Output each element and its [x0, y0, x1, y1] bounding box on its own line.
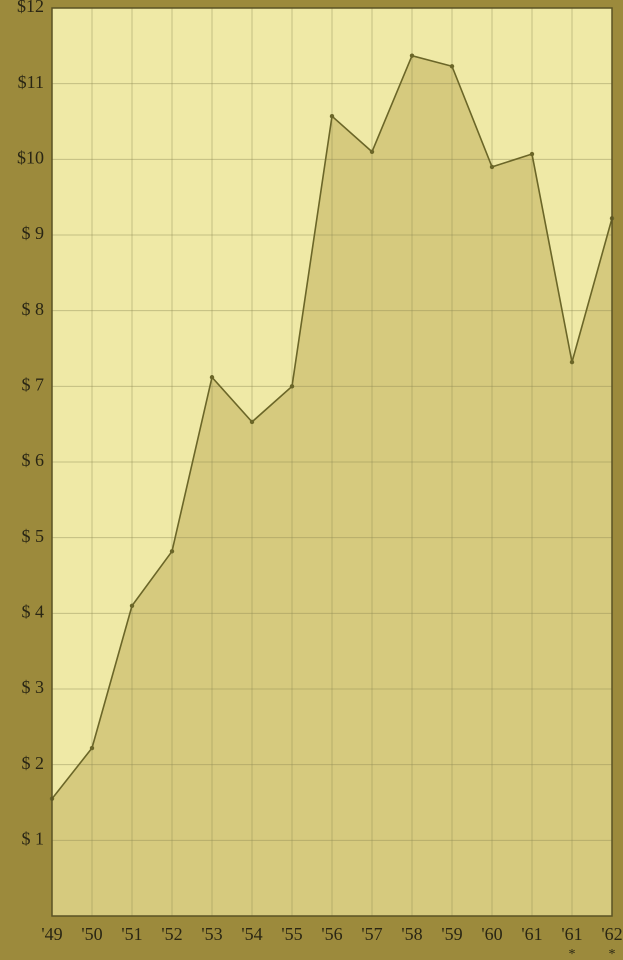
- y-tick-label: $ 7: [22, 374, 45, 394]
- y-tick-label: $ 8: [22, 299, 45, 319]
- point: [329, 114, 335, 119]
- y-tick-label: $ 6: [22, 450, 45, 470]
- x-tick-label: '57: [361, 924, 382, 944]
- category-mark: *: [609, 947, 616, 960]
- y-tick-label: $10: [17, 147, 44, 167]
- x-tick-label: '52: [161, 924, 182, 944]
- y-tick-label: $ 5: [22, 526, 45, 546]
- y-tick-label: $ 4: [22, 601, 45, 621]
- y-tick-label: $ 3: [22, 677, 45, 697]
- y-tick-label: $ 2: [22, 753, 45, 773]
- x-tick-label: '51: [121, 924, 142, 944]
- point: [89, 745, 95, 751]
- point: [249, 419, 255, 425]
- area: [52, 55, 612, 917]
- x-tick-label: '60: [481, 924, 502, 944]
- plot-frame: [51, 7, 613, 917]
- x-tick-label: '50: [81, 924, 102, 944]
- x-tick-label: '54: [241, 924, 262, 944]
- category-mark: *: [569, 947, 576, 960]
- y-tick-label: $ 1: [22, 828, 45, 848]
- x-tick-label: '55: [281, 924, 302, 944]
- point: [489, 164, 495, 170]
- y-tick-label: $12: [17, 0, 44, 16]
- point: [209, 375, 215, 380]
- x-tick-label: '59: [441, 924, 462, 944]
- point: [169, 549, 175, 554]
- x-tick-label: '49: [41, 924, 62, 944]
- point: [129, 603, 135, 608]
- point: [569, 359, 575, 365]
- x-tick-label: '61: [521, 924, 542, 944]
- x-tick-label: '58: [401, 924, 422, 944]
- x-tick-label: '56: [321, 924, 342, 944]
- x-tick-label: '62: [601, 924, 622, 944]
- x-tick-label: '53: [201, 924, 222, 944]
- y-tick-label: $11: [18, 72, 44, 92]
- point: [529, 151, 535, 157]
- point: [289, 384, 295, 389]
- point: [449, 64, 455, 69]
- point: [369, 149, 375, 154]
- x-tick-label: '61: [561, 924, 582, 944]
- point: [409, 53, 415, 58]
- y-tick-label: $ 9: [22, 223, 45, 243]
